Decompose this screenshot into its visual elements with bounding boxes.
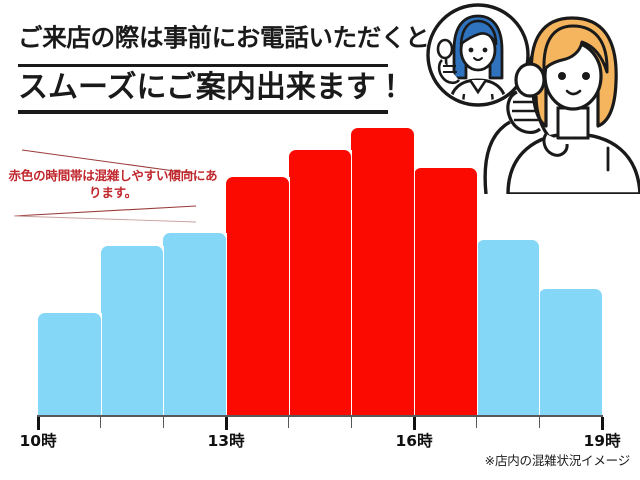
illustration-svg	[426, 3, 640, 196]
x-axis-tick	[288, 417, 290, 428]
bar-separator	[539, 289, 541, 415]
x-axis-tick	[538, 417, 540, 428]
caller-figure	[483, 16, 640, 196]
x-axis-label-16時: 16時	[395, 432, 433, 450]
phone-call-illustration	[412, 0, 640, 196]
bar-17時	[476, 240, 540, 415]
annotation-ribbon-lines	[13, 149, 197, 223]
x-axis-tick	[36, 417, 40, 430]
bar-16時	[414, 168, 477, 415]
x-axis-tick	[476, 417, 478, 428]
bar-10時	[38, 313, 101, 415]
annotation-text: 赤色の時間帯は混雑しやすい傾向にあります。	[8, 168, 218, 200]
x-axis-tick	[412, 417, 416, 430]
x-axis-label-10時: 10時	[19, 432, 57, 450]
x-axis-tick	[224, 417, 228, 430]
headline-block: ご来店の際は事前にお電話いただくと スムーズにご案内出来ます！	[0, 0, 430, 120]
bar-separator	[476, 240, 478, 415]
bar-15時	[351, 128, 414, 415]
bar-separator	[226, 233, 227, 415]
bar-14時	[288, 150, 352, 415]
busy-hours-annotation: 赤色の時間帯は混雑しやすい傾向にあります。	[0, 148, 240, 224]
x-axis-line	[37, 415, 603, 417]
operator-figure	[436, 14, 508, 102]
bar-separator	[351, 150, 353, 415]
x-axis-label-13時: 13時	[207, 432, 245, 450]
x-axis-tick	[100, 417, 102, 428]
bar-separator	[100, 313, 102, 415]
chart-footnote: ※店内の混雑状況イメージ	[484, 453, 631, 468]
bar-12時	[163, 233, 226, 415]
speech-bubble-operator	[426, 3, 551, 107]
bar-separator	[163, 246, 165, 415]
bar-18時	[539, 289, 602, 415]
bar-13時	[226, 177, 289, 415]
bar-11時	[100, 246, 164, 415]
headline-line-1: ご来店の際は事前にお電話いただくと	[18, 23, 430, 52]
bar-separator	[414, 168, 415, 415]
x-axis-tick	[600, 417, 604, 430]
headline-divider-top	[18, 64, 388, 67]
x-axis-tick	[162, 417, 164, 428]
headline-line-2: スムーズにご案内出来ます！	[18, 70, 406, 105]
x-axis-label-19時: 19時	[583, 432, 621, 450]
telephone-handset-icon	[483, 62, 569, 195]
telephone-handset-icon	[436, 38, 461, 85]
bar-separator	[288, 177, 290, 415]
x-axis-tick	[350, 417, 352, 428]
headline-divider-bottom	[18, 110, 388, 114]
